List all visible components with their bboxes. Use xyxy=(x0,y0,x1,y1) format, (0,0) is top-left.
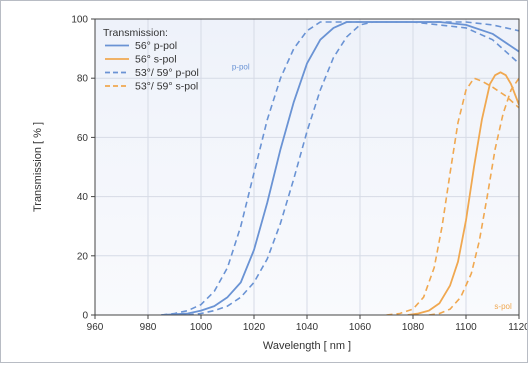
y-tick-label: 60 xyxy=(77,133,89,144)
legend-label: 53°/ 59° p-pol xyxy=(135,67,199,79)
x-tick-label: 1040 xyxy=(296,322,319,333)
curve-annotations: p-pol s-pol xyxy=(232,62,512,311)
curve-annotation: p-pol xyxy=(232,62,250,71)
x-axis-ticks: 960 980 1000 1020 1040 1060 1080 1100 1120 xyxy=(87,315,528,333)
x-tick-label: 980 xyxy=(140,322,157,333)
series-line-3 xyxy=(187,21,519,315)
series-lines xyxy=(161,21,519,315)
y-axis-ticks: 0 20 40 60 80 100 xyxy=(71,15,95,322)
y-tick-label: 20 xyxy=(77,251,89,262)
legend-label: 53°/ 59° s-pol xyxy=(135,81,198,93)
x-tick-label: 1080 xyxy=(402,322,425,333)
y-tick-label: 40 xyxy=(77,192,89,203)
y-tick-label: 80 xyxy=(77,74,89,85)
legend-label: 56° s-pol xyxy=(135,54,177,66)
series-line-2 xyxy=(161,21,519,315)
x-tick-label: 960 xyxy=(87,322,104,333)
transmission-chart: 960 980 1000 1020 1040 1060 1080 1100 1120 0 20 40… xyxy=(32,15,528,353)
y-axis-title: Transmission [ % ] xyxy=(32,122,44,212)
series-line-1 xyxy=(407,71,519,315)
curve-annotation: s-pol xyxy=(494,302,512,311)
y-tick-label: 100 xyxy=(71,15,88,26)
legend-label: 56° p-pol xyxy=(135,40,177,52)
x-tick-label: 1000 xyxy=(190,322,213,333)
legend-title: Transmission: xyxy=(103,27,168,39)
x-tick-label: 1100 xyxy=(455,322,477,333)
series-line-5 xyxy=(428,77,519,315)
x-axis-title: Wavelength [ nm ] xyxy=(263,340,351,352)
x-tick-label: 1120 xyxy=(508,322,527,333)
y-tick-label: 0 xyxy=(82,311,88,322)
x-tick-label: 1060 xyxy=(349,322,372,333)
x-tick-label: 1020 xyxy=(243,322,266,333)
